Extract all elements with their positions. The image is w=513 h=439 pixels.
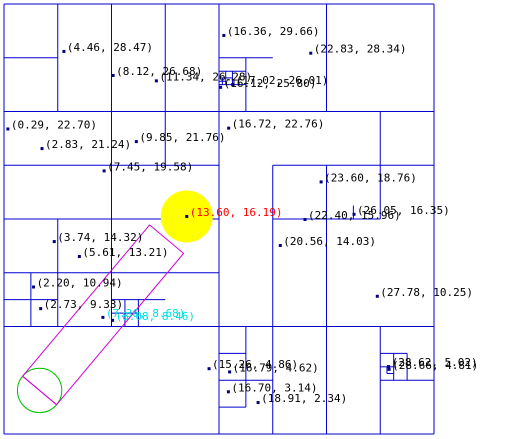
data-point-label: (16.36, 29.66): [227, 25, 320, 38]
data-point-marker: [134, 140, 138, 144]
data-point-marker: [52, 240, 56, 244]
data-point-marker: [319, 180, 323, 184]
data-point-label: (16.12, 25.80): [224, 77, 317, 90]
data-points: (4.46, 28.47) (16.36, 29.66) (22.83, 28.34…: [6, 25, 478, 405]
data-point-label: (2.83, 21.24): [45, 138, 131, 151]
data-point-label: (23.60, 18.76): [324, 171, 417, 184]
data-point-marker: [77, 254, 81, 258]
data-point-marker: [40, 147, 44, 151]
data-point-label: (11.34, 26.28): [159, 70, 252, 83]
query-path-cap: [22, 375, 57, 406]
query-point-marker: [101, 315, 105, 319]
data-point-marker: [278, 243, 282, 247]
query-point-label: (7.36, 8.68): [106, 307, 185, 320]
highlight-point-label: (13.60, 16.19): [190, 206, 283, 219]
partition-lines: [3, 3, 435, 435]
data-point-marker: [39, 307, 43, 311]
data-point-marker: [6, 127, 10, 131]
data-point-label: (0.29, 22.70): [11, 118, 97, 131]
data-point-marker: [303, 218, 307, 222]
data-point-label: (5.61, 13.21): [82, 246, 168, 259]
data-point-marker: [32, 285, 36, 289]
data-point-marker: [154, 79, 158, 83]
data-point-label: (16.70, 3.14): [231, 381, 317, 394]
data-point-marker: [222, 33, 226, 37]
data-point-marker: [228, 370, 232, 374]
data-point-label: (4.46, 28.47): [67, 41, 153, 54]
query-circle: [16, 367, 63, 414]
highlight-point-marker: [185, 214, 189, 218]
data-point-marker: [62, 49, 66, 53]
data-point-marker: [207, 367, 211, 371]
data-point-label: (15.26, 4.86): [212, 358, 298, 371]
data-point-label: (7.45, 19.58): [107, 160, 193, 173]
data-point-label: (2.73, 9.33): [44, 298, 123, 311]
data-point-marker: [387, 365, 391, 369]
data-point-marker: [102, 169, 106, 173]
data-point-label: (28.66, 4.81): [392, 359, 478, 372]
query-point-marker: [111, 318, 115, 322]
data-point-label: (16.79, 4.62): [233, 361, 319, 374]
data-point-marker: [231, 82, 235, 86]
data-point-marker: [227, 126, 231, 130]
data-point-label: (3.74, 14.32): [57, 231, 143, 244]
data-point-label: (2.20, 10.94): [37, 276, 123, 289]
data-point-marker: [111, 73, 115, 77]
data-point-marker: [387, 367, 391, 371]
data-point-label: (16.72, 22.76): [232, 118, 325, 131]
data-point-marker: [352, 212, 356, 216]
data-point-label: (22.83, 28.34): [314, 43, 407, 56]
data-point-label: (8.12, 26.68): [116, 65, 202, 78]
data-point-label: (27.78, 10.25): [380, 286, 473, 299]
data-point-label: (22.40, 15.96): [308, 209, 401, 222]
data-point-label: (17.02, 26.01): [236, 74, 329, 87]
data-point-label: (28.62, 5.02): [392, 356, 478, 369]
query-point-label: (8.08, 8.46): [116, 310, 195, 323]
data-point-label: (26.05, 16.35): [357, 204, 450, 217]
data-point-label: (18.91, 2.34): [261, 392, 347, 405]
data-point-marker: [309, 51, 313, 55]
data-point-marker: [226, 390, 230, 394]
data-point-label: (20.56, 14.03): [283, 235, 376, 248]
data-point-marker: [256, 401, 260, 405]
data-point-marker: [219, 85, 223, 89]
data-point-marker: [375, 294, 379, 298]
data-point-label: (9.85, 21.76): [139, 131, 225, 144]
